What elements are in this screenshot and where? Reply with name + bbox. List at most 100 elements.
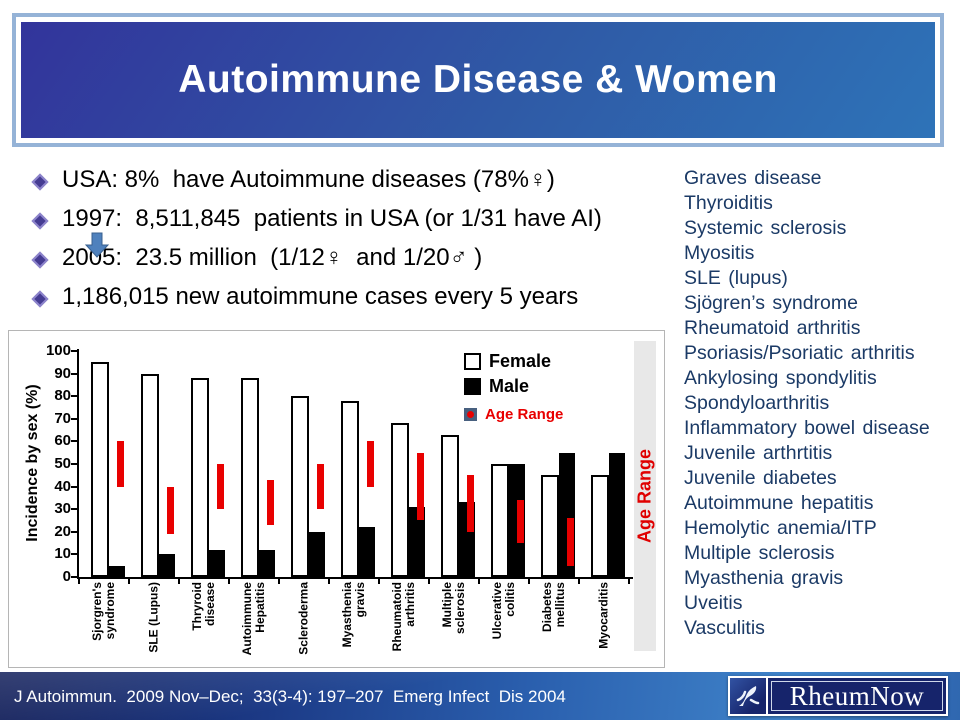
disease-list-item: Psoriasis/Psoriatic arthritis [684,342,915,364]
bullet-diamond-icon [31,290,49,308]
x-tick-mark [378,579,380,584]
bullet-diamond-icon [31,251,49,269]
x-category-label: Scleroderma [296,582,311,655]
y-tick-mark [71,463,77,465]
bar-female [541,475,559,577]
bar-male [159,554,175,577]
legend-label-age-range: Age Range [485,406,564,423]
footer: J Autoimmun. 2009 Nov–Dec; 33(3-4): 197–… [0,672,960,720]
y-tick-label: 60 [54,432,71,450]
bar-female [441,434,459,577]
bar-female [491,464,509,577]
bullet-text: USA: 8% have Autoimmune diseases (78%♀) [62,166,555,193]
y-tick-mark [71,530,77,533]
incidence-chart: Incidence by sex (%) Female Male Age Ran… [8,330,665,668]
bar-male [409,506,425,577]
x-category-label: SLE (Lupus) [146,582,161,653]
disease-list-item: Autoimmune hepatitis [684,492,874,514]
age-range-side-label: Age Range [634,448,655,544]
x-tick-mark [528,579,530,584]
disease-list-item: Inflammatory bowel disease [684,417,930,439]
y-tick-label: 70 [54,409,71,427]
title-banner: Autoimmune Disease & Women [12,13,944,147]
age-range-bar [567,518,574,566]
bullet-item: 1,186,015 new autoimmune cases every 5 y… [28,283,683,322]
age-range-bar [267,479,274,525]
x-tick-mark [178,579,180,584]
y-tick-mark [71,440,77,443]
legend-label-female: Female [489,351,552,371]
age-range-bar [117,441,124,487]
y-tick-label: 80 [54,387,71,405]
x-category-label: Sjorgren's syndrome [90,582,117,641]
y-tick-label: 40 [54,477,71,495]
bar-male [309,531,325,577]
disease-list-item: Vasculitis [684,617,765,639]
age-range-bar [467,475,474,532]
legend-row-age-range: Age Range [464,406,563,423]
disease-list-item: Multiple sclerosis [684,542,835,564]
y-axis-line [77,349,79,579]
bar-male [109,565,125,577]
bar-male [609,452,625,577]
x-category-label: Ulcerative colitis [490,582,517,640]
bullet-diamond-icon [31,173,49,191]
disease-list-item: Uveitis [684,592,743,614]
x-category-label: Diabetes mellitus [540,582,567,633]
x-tick-mark [228,579,230,584]
rheumnow-logo: RheumNow [728,676,948,716]
x-tick-mark [128,579,130,584]
age-range-strip: Age Range [634,341,656,651]
bullet-text: 2005: 23.5 million (1/12♀ and 1/20♂ ) [62,244,483,271]
bullet-diamond-icon [31,212,49,230]
disease-list: Graves disease Thyroiditis Systemic sclero… [684,166,956,641]
bullet-item: USA: 8% have Autoimmune diseases (78%♀) [28,166,683,205]
disease-list-item: Spondyloarthritis [684,392,830,414]
male-swatch-icon [464,378,481,395]
y-tick-mark [71,485,77,488]
title-banner-inner: Autoimmune Disease & Women [21,22,935,138]
age-range-bar [317,464,324,510]
bar-female [391,423,409,577]
bar-female [291,396,309,577]
age-range-bar [167,486,174,535]
disease-list-item: SLE (lupus) [684,267,788,289]
down-arrow-icon [84,232,110,258]
x-tick-mark [78,579,80,584]
rheumnow-logo-icon [730,678,768,714]
x-tick-mark [628,579,630,584]
disease-list-item: Thyroiditis [684,192,773,214]
x-tick-mark [328,579,330,584]
y-tick-mark [71,576,77,578]
bar-male [209,549,225,577]
bar-male [259,549,275,577]
x-tick-mark [428,579,430,584]
y-tick-label: 0 [62,568,71,585]
y-tick-mark [71,417,77,420]
disease-list-item: Hemolytic anemia/ITP [684,517,877,539]
bullet-text: 1,186,015 new autoimmune cases every 5 y… [62,283,579,310]
bar-female [141,373,159,577]
legend-row-male: Male [464,376,563,397]
chart-legend: Female Male Age Range [464,351,563,427]
age-range-bar [217,464,224,510]
bullet-list: USA: 8% have Autoimmune diseases (78%♀) 1… [28,166,683,322]
x-tick-mark [478,579,480,584]
bar-female [591,475,609,577]
age-range-swatch-icon [464,408,477,421]
legend-label-male: Male [489,376,530,396]
disease-list-item: Rheumatoid arthritis [684,317,861,339]
bar-female [191,378,209,577]
x-category-label: Multiple sclerosis [440,582,467,635]
disease-list-item: Myasthenia gravis [684,567,844,589]
bar-female [91,362,109,577]
y-tick-label: 10 [54,545,71,563]
legend-row-female: Female [464,351,563,372]
y-tick-mark [71,372,77,375]
y-tick-label: 100 [45,342,71,359]
y-tick-label: 90 [54,364,71,382]
disease-list-item: Juvenile arthrtitis [684,442,833,464]
x-axis-line [77,577,633,579]
female-swatch-icon [464,353,481,370]
y-tick-label: 20 [54,522,71,540]
